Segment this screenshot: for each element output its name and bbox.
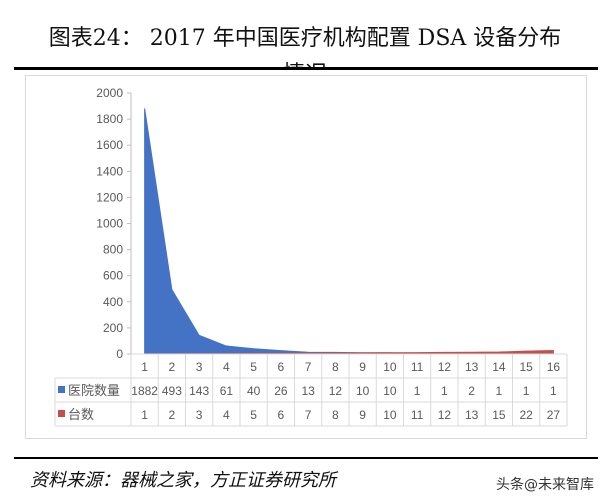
data-label: 1 (523, 384, 530, 398)
x-category-label: 2 (169, 360, 176, 374)
footer-rule (14, 457, 598, 459)
chart-title-line2: 情况 (0, 56, 610, 67)
data-label: 10 (383, 408, 397, 422)
data-label: 15 (492, 408, 506, 422)
data-label: 13 (301, 384, 315, 398)
y-tick-label: 1000 (96, 217, 123, 231)
data-label: 9 (359, 408, 366, 422)
data-label: 61 (220, 384, 234, 398)
data-label: 10 (356, 384, 370, 398)
data-label: 1882 (131, 384, 158, 398)
data-label: 12 (329, 384, 343, 398)
data-label: 6 (278, 408, 285, 422)
data-label: 27 (547, 408, 561, 422)
x-category-label: 13 (465, 360, 479, 374)
x-category-label: 15 (519, 360, 533, 374)
data-label: 12 (438, 408, 452, 422)
data-label: 22 (519, 408, 533, 422)
x-category-label: 5 (250, 360, 257, 374)
y-tick-label: 1400 (96, 164, 123, 178)
data-label: 10 (383, 384, 397, 398)
area-series-1 (144, 108, 554, 355)
chart-title: 图表24： 2017 年中国医疗机构配置 DSA 设备分布 (48, 26, 562, 51)
data-label: 1 (414, 384, 421, 398)
source-note: 资料来源：器械之家，方正证券研究所 (30, 470, 336, 491)
legend-swatch-2 (58, 410, 65, 417)
x-category-label: 14 (492, 360, 506, 374)
x-category-label: 1 (141, 360, 148, 374)
watermark: 头条@未来智库 (496, 477, 594, 493)
data-label: 4 (223, 408, 230, 422)
x-category-label: 7 (305, 360, 312, 374)
data-label: 13 (465, 408, 479, 422)
data-label: 2 (169, 408, 176, 422)
x-category-label: 6 (278, 360, 285, 374)
x-category-label: 8 (332, 360, 339, 374)
legend-label-2: 台数 (68, 407, 94, 422)
data-label: 26 (274, 384, 288, 398)
y-tick-label: 1800 (96, 112, 123, 126)
x-category-label: 4 (223, 360, 230, 374)
x-category-label: 12 (438, 360, 452, 374)
y-tick-label: 1200 (96, 190, 123, 204)
y-tick-label: 1600 (96, 138, 123, 152)
y-tick-label: 2000 (96, 86, 123, 100)
data-label: 1 (550, 384, 557, 398)
y-tick-label: 200 (103, 321, 123, 335)
data-label: 1 (441, 384, 448, 398)
legend-swatch-1 (58, 386, 65, 393)
data-label: 493 (162, 384, 182, 398)
data-label: 2 (468, 384, 475, 398)
y-tick-label: 400 (103, 295, 123, 309)
y-tick-label: 600 (103, 269, 123, 283)
y-tick-label: 800 (103, 243, 123, 257)
data-label: 143 (189, 384, 209, 398)
data-label: 1 (141, 408, 148, 422)
x-category-label: 16 (547, 360, 561, 374)
title-rule (14, 67, 598, 70)
data-label: 7 (305, 408, 312, 422)
x-category-label: 11 (411, 360, 424, 374)
legend-label-1: 医院数量 (68, 383, 120, 398)
x-category-label: 9 (359, 360, 366, 374)
data-label: 8 (332, 408, 339, 422)
data-label: 11 (411, 408, 424, 422)
data-label: 3 (196, 408, 203, 422)
data-label: 1 (496, 384, 503, 398)
x-category-label: 3 (196, 360, 203, 374)
y-tick-label: 0 (116, 347, 123, 361)
x-category-label: 10 (383, 360, 397, 374)
data-label: 40 (247, 384, 261, 398)
data-label: 5 (250, 408, 257, 422)
